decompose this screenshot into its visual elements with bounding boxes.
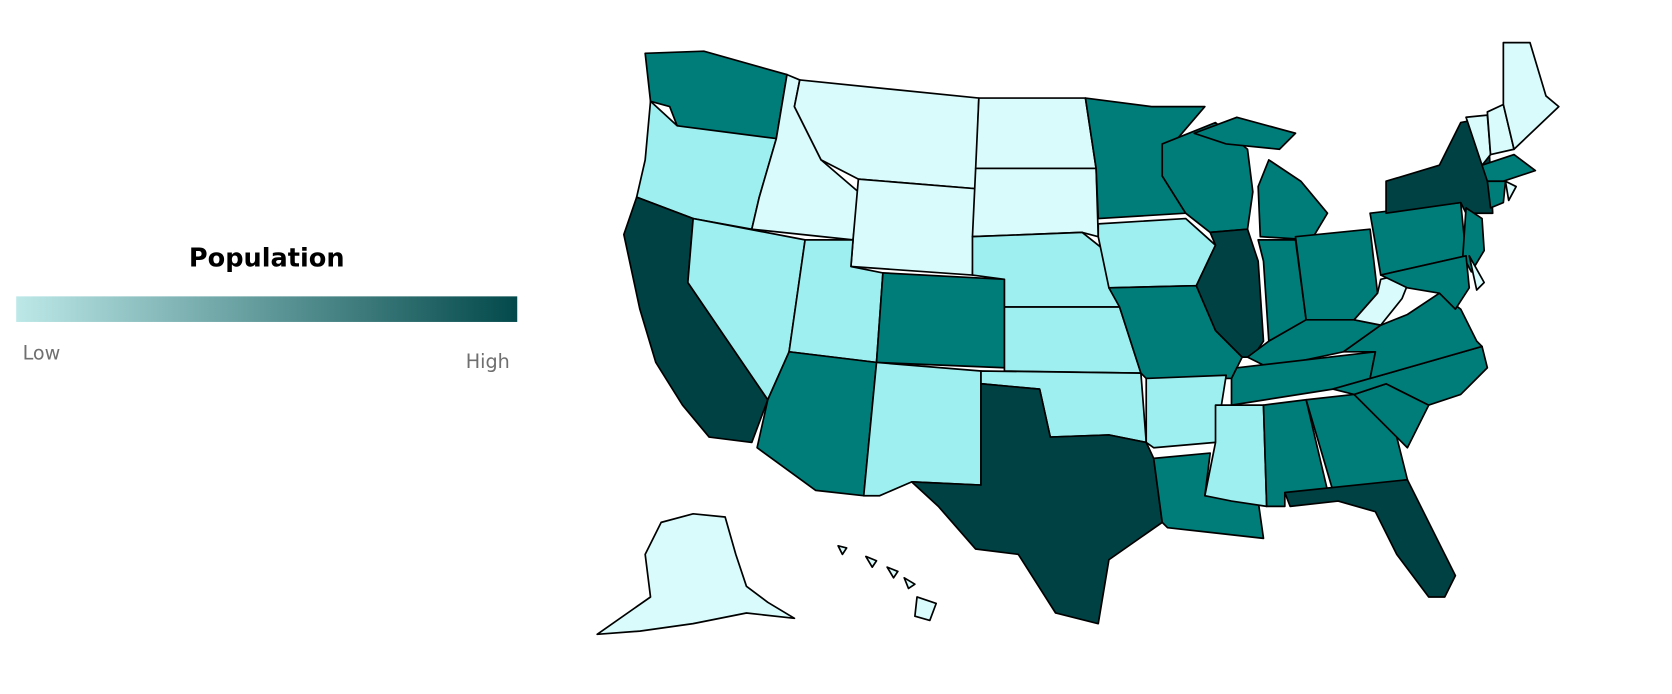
- state-mi: [1257, 159, 1329, 241]
- state-hi: [886, 566, 899, 579]
- state-ri: [1504, 180, 1517, 202]
- state-hi: [903, 576, 916, 590]
- state-nj: [1461, 207, 1486, 273]
- state-ga: [1305, 393, 1409, 492]
- state-va: [1342, 292, 1483, 380]
- state-fl: [1283, 478, 1457, 598]
- legend-title: Population: [189, 244, 345, 274]
- state-hi: [914, 596, 938, 622]
- state-nm: [862, 361, 982, 497]
- state-tx: [910, 382, 1164, 625]
- state-de: [1468, 254, 1486, 291]
- state-ma: [1481, 153, 1537, 183]
- state-ia: [1097, 217, 1217, 289]
- state-ct: [1486, 180, 1507, 209]
- legend-high-label: High: [466, 350, 510, 373]
- state-hi: [864, 555, 878, 568]
- state-co: [875, 272, 1006, 369]
- state-ak: [596, 512, 796, 636]
- state-sd: [971, 167, 1100, 238]
- legend: Population Low High: [16, 244, 518, 373]
- state-mi: [1193, 116, 1297, 151]
- state-la: [1152, 452, 1265, 540]
- state-ny: [1385, 116, 1494, 215]
- state-hi: [837, 544, 848, 556]
- state-wy: [850, 178, 977, 276]
- state-me: [1502, 41, 1560, 151]
- legend-gradient-bar: [16, 296, 518, 322]
- legend-low-label: Low: [23, 341, 61, 364]
- us-states-map: [596, 41, 1560, 636]
- state-md: [1379, 254, 1471, 311]
- state-ks: [1003, 306, 1142, 374]
- state-nd: [974, 97, 1097, 170]
- state-ar: [1145, 374, 1228, 449]
